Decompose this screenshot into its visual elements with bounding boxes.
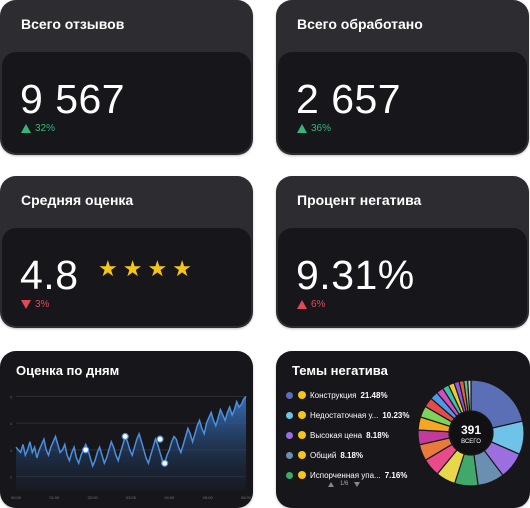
legend-percent: 7.16% — [384, 470, 408, 480]
negative-topics-card: Темы негатива Конструкция 21.48% Недостато… — [276, 351, 530, 508]
card-title: Процент негатива — [297, 192, 422, 208]
donut-total-label: ВСЕГО — [461, 439, 481, 445]
negative-percent-value: 9.31% — [296, 252, 415, 298]
legend-label: Испорченная упа... — [310, 470, 381, 480]
area-fill — [16, 396, 246, 490]
rating-stars: ★ ★ ★ ★ — [98, 258, 192, 280]
card-title: Средняя оценка — [21, 192, 134, 208]
legend-item[interactable]: Испорченная упа... 7.16% — [286, 465, 486, 485]
legend-label: Недостаточная у... — [310, 410, 379, 420]
data-point — [121, 432, 129, 441]
legend-color-dot — [286, 431, 293, 439]
donut-center: 391 ВСЕГО — [454, 423, 488, 445]
legend-color-dot — [286, 411, 293, 419]
legend-percent: 8.18% — [340, 450, 364, 460]
pager-text: 1/6 — [340, 481, 349, 487]
legend-color-dot — [286, 451, 293, 459]
legend-item[interactable]: Недостаточная у... 10.23% — [286, 405, 486, 425]
donut-hole — [450, 412, 492, 454]
pager-down-icon[interactable] — [354, 481, 361, 487]
delta-badge: 6% — [297, 299, 325, 310]
trend-up-icon — [297, 124, 307, 133]
x-tick-label: 02:00 — [88, 495, 99, 500]
x-tick-label: 00:00 — [11, 495, 22, 500]
sad-face-icon — [298, 471, 306, 479]
daily-rating-chart[interactable]: 5 4 3 2 00:00 01:00 02:00 03:00 04:00 05:00 06:00 — [0, 351, 253, 508]
x-tick-label: 04:00 — [164, 495, 175, 500]
legend-percent: 10.23% — [382, 410, 410, 420]
sad-face-icon — [298, 431, 306, 439]
star-icon: ★ — [98, 256, 118, 281]
star-icon: ★ — [172, 256, 192, 281]
topics-legend: Конструкция 21.48% Недостаточная у... 10.23… — [286, 385, 486, 485]
data-point — [161, 459, 169, 467]
total-processed-card: Всего обработано 2 657 36% — [276, 0, 529, 155]
topics-donut-chart[interactable] — [276, 351, 530, 508]
delta-value: 32% — [35, 123, 56, 134]
trend-up-icon — [297, 300, 307, 309]
total-reviews-card: Всего отзывов 9 567 32% — [0, 0, 253, 155]
sad-face-icon — [298, 411, 306, 419]
negative-percent-card: Процент негатива 9.31% 6% — [276, 176, 529, 328]
trend-up-icon — [21, 124, 31, 133]
daily-rating-card: Оценка по дням 5 4 3 2 00:00 01:00 02:00 03:00 0… — [0, 351, 253, 508]
delta-badge: 32% — [21, 123, 55, 134]
delta-badge: 3% — [21, 299, 49, 310]
x-tick-label: 01:00 — [49, 495, 60, 500]
y-tick-label: 2 — [10, 475, 13, 480]
legend-percent: 21.48% — [360, 390, 388, 400]
legend-pager[interactable]: 1/6 — [328, 481, 361, 487]
donut-slice — [467, 379, 472, 412]
legend-item[interactable]: Высокая цена 8.18% — [286, 425, 486, 445]
card-title: Всего обработано — [297, 16, 423, 32]
legend-label: Высокая цена — [310, 430, 363, 440]
delta-value: 36% — [311, 123, 332, 134]
avg-rating-card: Средняя оценка 4.8 ★ ★ ★ ★ 3% — [0, 176, 253, 328]
card-title: Темы негатива — [292, 363, 388, 378]
legend-percent: 8.18% — [366, 430, 389, 440]
x-tick-label: 06:00 — [241, 495, 252, 500]
star-icon: ★ — [147, 256, 168, 281]
legend-item[interactable]: Общий 8.18% — [286, 445, 486, 465]
sad-face-icon — [298, 391, 306, 399]
donut-total-value: 391 — [460, 423, 482, 437]
x-tick-label: 05:00 — [203, 495, 214, 500]
trend-down-icon — [21, 300, 31, 309]
legend-color-dot — [286, 471, 293, 479]
legend-label: Общий — [310, 450, 337, 460]
card-title: Всего отзывов — [21, 16, 125, 32]
legend-item[interactable]: Конструкция 21.48% — [286, 385, 486, 405]
legend-color-dot — [286, 391, 293, 399]
series-line — [15, 395, 247, 469]
card-title: Оценка по дням — [16, 363, 120, 378]
y-tick-label: 4 — [10, 421, 13, 426]
delta-value: 6% — [311, 299, 326, 310]
sad-face-icon — [298, 451, 306, 459]
pager-up-icon[interactable] — [328, 481, 334, 487]
star-icon: ★ — [122, 256, 143, 281]
y-tick-label: 5 — [10, 394, 13, 399]
data-point — [156, 435, 164, 443]
data-point — [82, 446, 90, 454]
delta-value: 3% — [35, 299, 50, 310]
y-tick-label: 3 — [10, 448, 13, 453]
delta-badge: 36% — [297, 123, 331, 134]
total-reviews-value: 9 567 — [20, 76, 126, 122]
total-processed-value: 2 657 — [296, 76, 402, 122]
avg-rating-value: 4.8 — [20, 252, 79, 298]
legend-label: Конструкция — [310, 390, 357, 400]
x-tick-label: 03:00 — [126, 495, 137, 500]
